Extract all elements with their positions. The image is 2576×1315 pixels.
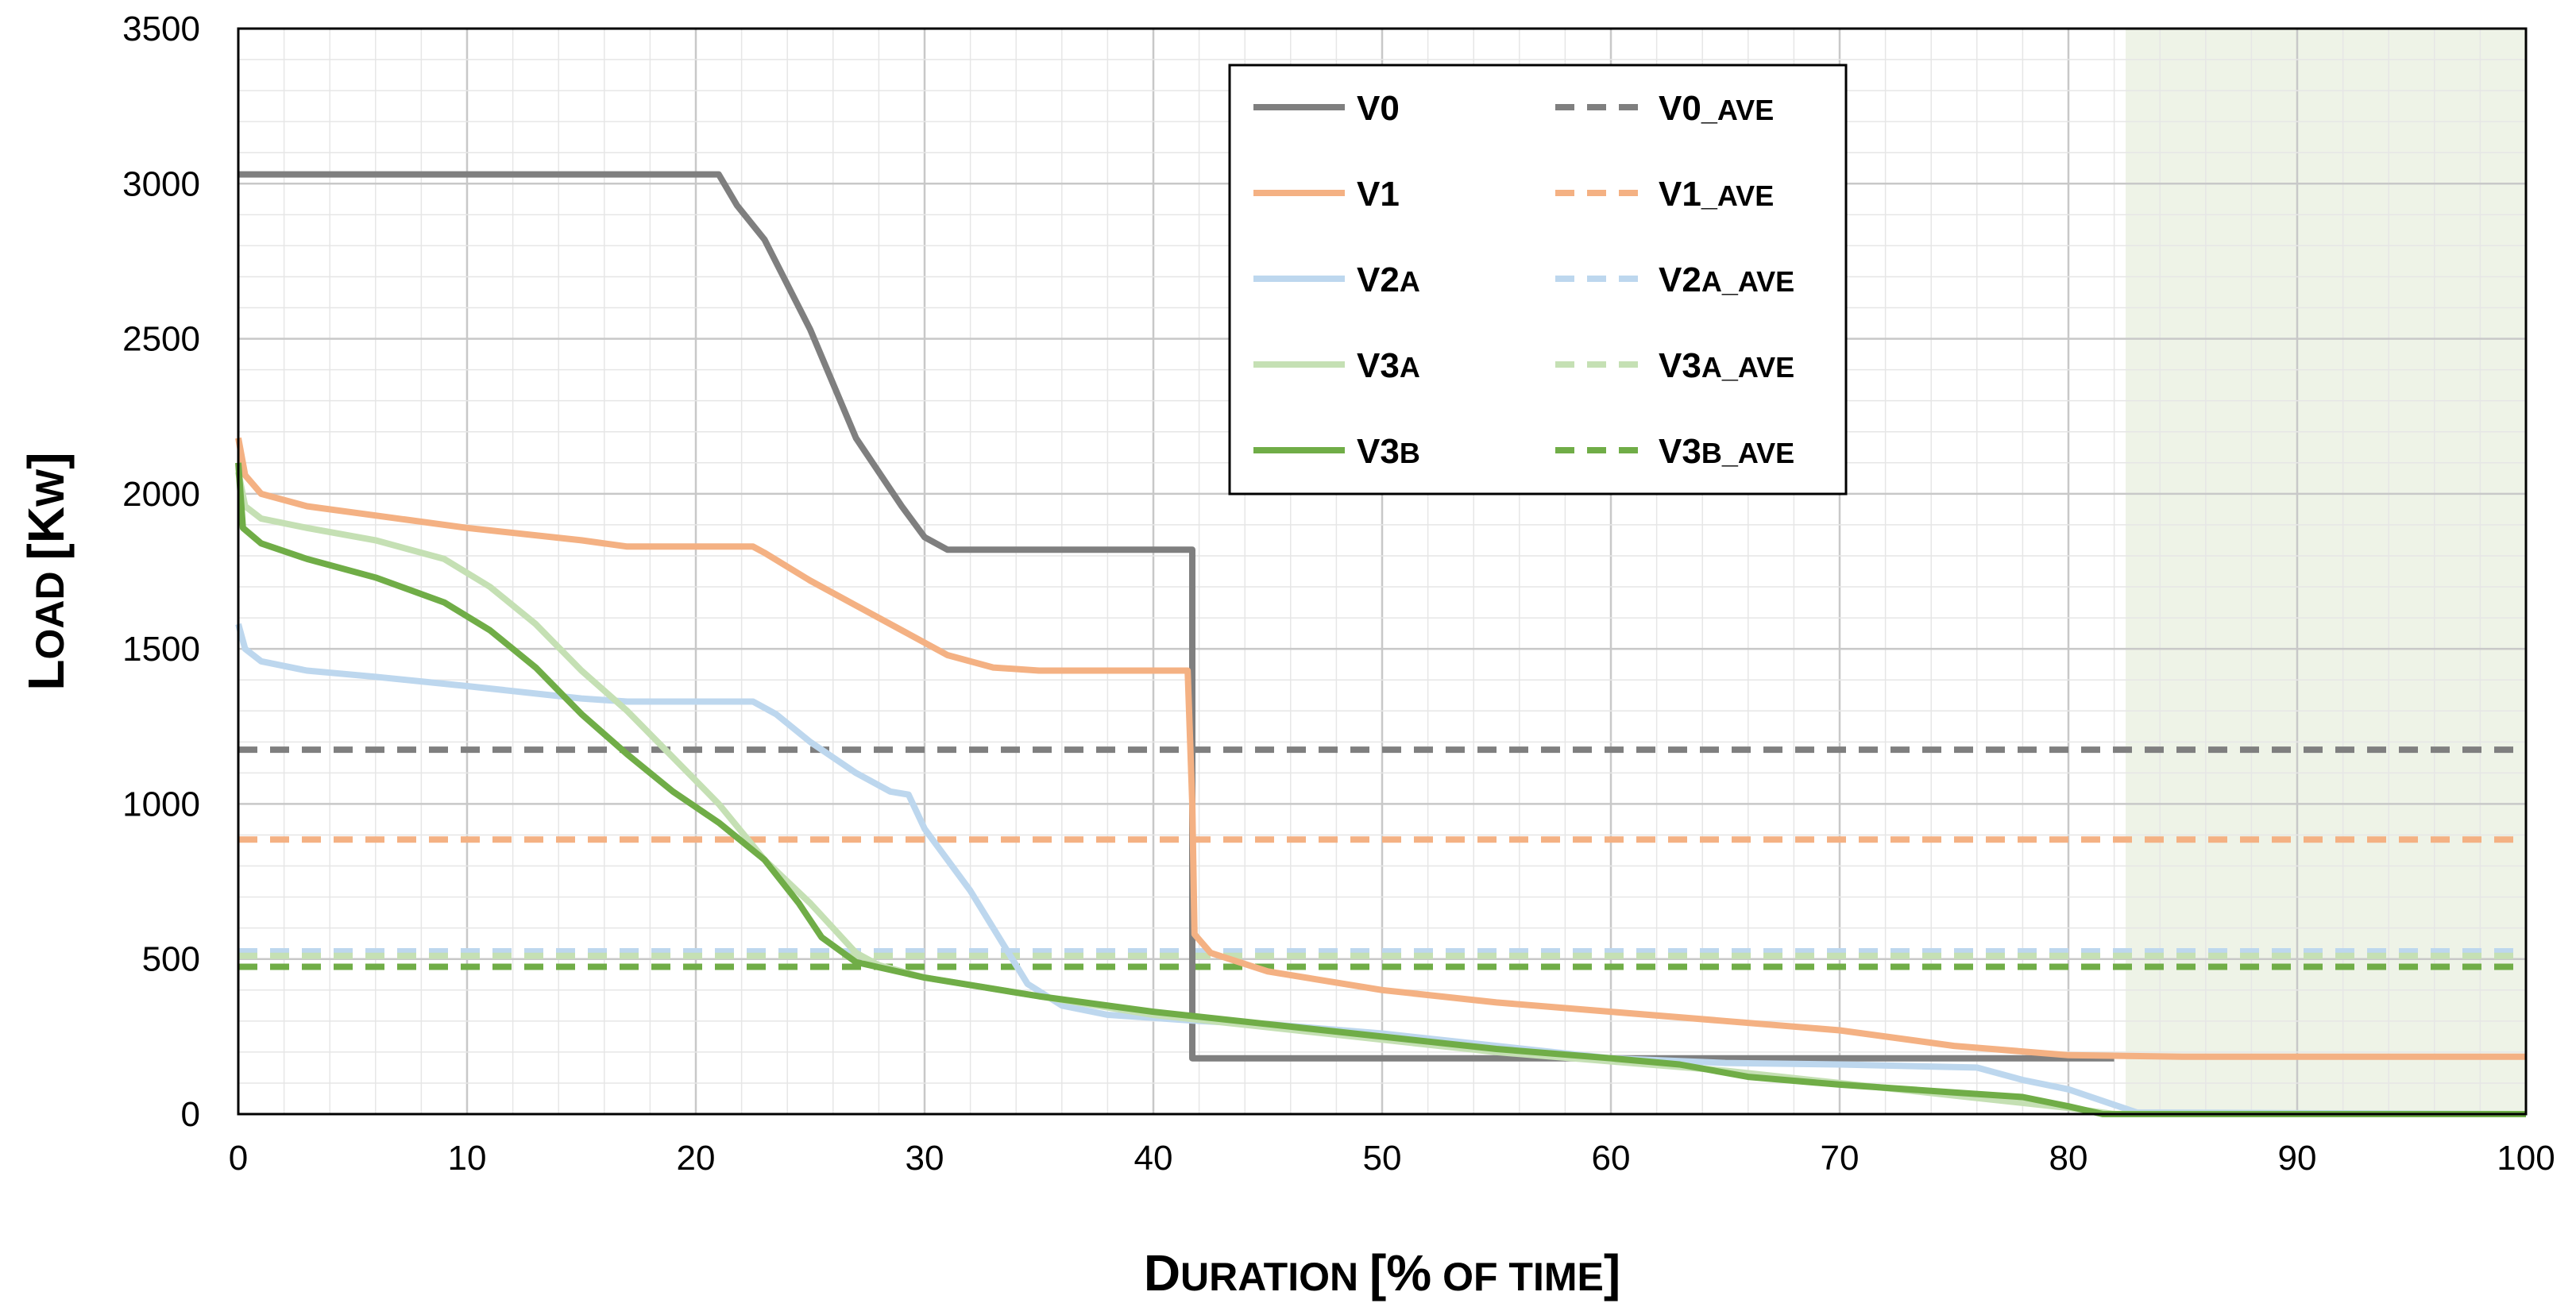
- y-tick-label: 2000: [122, 475, 200, 514]
- x-tick-label: 20: [677, 1139, 716, 1178]
- x-tick-label: 90: [2278, 1139, 2317, 1178]
- y-axis-title: LOAD [KW]: [17, 452, 75, 690]
- x-tick-label: 40: [1134, 1139, 1173, 1178]
- y-tick-label: 3500: [122, 10, 200, 48]
- legend-label: V2A: [1357, 260, 1420, 299]
- x-tick-label: 100: [2497, 1139, 2555, 1178]
- y-tick-label: 1000: [122, 785, 200, 823]
- x-tick-label: 10: [448, 1139, 487, 1178]
- y-tick-label: 500: [142, 940, 200, 979]
- series-line-v3a: [235, 471, 2526, 1117]
- series-line-v0: [238, 171, 2114, 1062]
- y-tick-label: 0: [181, 1095, 200, 1134]
- legend-label: V1: [1357, 175, 1400, 214]
- y-tick-label: 2500: [122, 320, 200, 359]
- shaded-region-layer: [2126, 29, 2526, 1114]
- legend-label: V0: [1357, 89, 1400, 128]
- x-tick-label: 70: [1821, 1139, 1860, 1178]
- legend-label: V3A_AVE: [1659, 346, 1794, 385]
- x-tick-label: 60: [1592, 1139, 1631, 1178]
- shaded-region: [2126, 29, 2526, 1114]
- x-tick-label: 30: [906, 1139, 944, 1178]
- legend-label: V0_AVE: [1659, 89, 1774, 128]
- legend: V0 V1 V2A V3A V3B V0_AVE V1_AVE V2A_AVE V3A_AVE V…: [1228, 64, 1848, 496]
- series-lines: [235, 171, 2527, 1117]
- legend-label: V1_AVE: [1659, 175, 1774, 214]
- legend-label: V3B: [1357, 432, 1420, 471]
- plot-area-border: [237, 27, 2528, 1116]
- series-line-v3b: [235, 462, 2526, 1117]
- y-tick-label: 1500: [122, 630, 200, 669]
- y-tick-label: 3000: [122, 164, 200, 203]
- legend-label: V3A: [1357, 346, 1420, 385]
- legend-label: V3B_AVE: [1659, 432, 1794, 471]
- x-tick-label: 80: [2049, 1139, 2088, 1178]
- x-tick-label: 0: [229, 1139, 248, 1178]
- x-tick-label: 50: [1363, 1139, 1402, 1178]
- series-line-v2a: [235, 623, 2527, 1117]
- x-axis-title: DURATION [% OF TIME]: [1144, 1244, 1620, 1302]
- legend-label: V2A_AVE: [1659, 260, 1794, 299]
- series-line-v1: [235, 437, 2526, 1060]
- tick-labels: 0 10 20 30 40 50 60 70 80 90 100050010001500200025…: [122, 10, 2555, 1178]
